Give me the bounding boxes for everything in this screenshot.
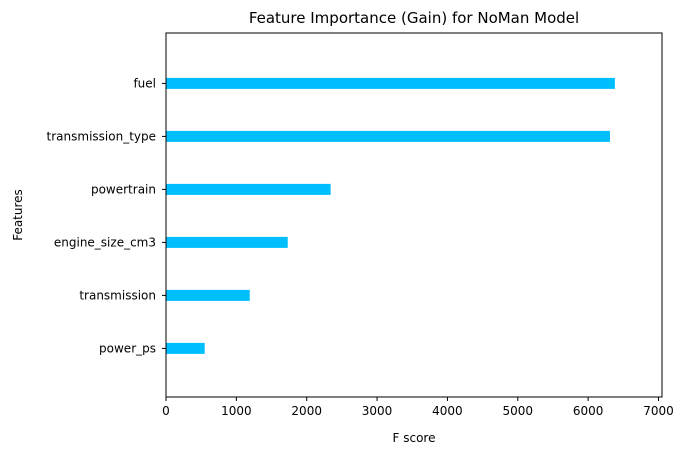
y-tick-label: engine_size_cm3: [54, 235, 156, 249]
y-tick-label: fuel: [133, 76, 156, 90]
y-tick-label: transmission_type: [47, 129, 156, 143]
x-tick-label: 7000: [643, 404, 674, 418]
plot-frame: [165, 32, 663, 398]
x-axis-label: F score: [393, 431, 436, 445]
x-tick-label: 6000: [573, 404, 604, 418]
x-axis-ticks: 0 1000 2000 3000 4000 5000 6000 7000: [162, 397, 674, 418]
bar-transmission_type: [166, 130, 610, 142]
x-tick-label: 5000: [502, 404, 533, 418]
bar-engine_size_cm3: [166, 236, 288, 248]
x-tick-label: 0: [162, 404, 170, 418]
y-axis-ticks: fuel transmission_type powertrain engine_si…: [47, 76, 166, 355]
y-tick-label: power_ps: [99, 341, 156, 355]
bar-transmission: [166, 289, 250, 301]
x-tick-label: 4000: [432, 404, 463, 418]
y-tick-label: transmission: [79, 288, 156, 302]
bar-fuel: [166, 77, 615, 89]
bar-powertrain: [166, 183, 331, 195]
x-tick-label: 1000: [221, 404, 252, 418]
x-tick-label: 2000: [291, 404, 322, 418]
bar-group: [166, 77, 615, 354]
x-tick-label: 3000: [362, 404, 393, 418]
y-axis-label: Features: [11, 189, 25, 241]
bar-power_ps: [166, 342, 205, 354]
y-tick-label: powertrain: [91, 182, 156, 196]
chart-title: Feature Importance (Gain) for NoMan Mode…: [249, 9, 579, 27]
